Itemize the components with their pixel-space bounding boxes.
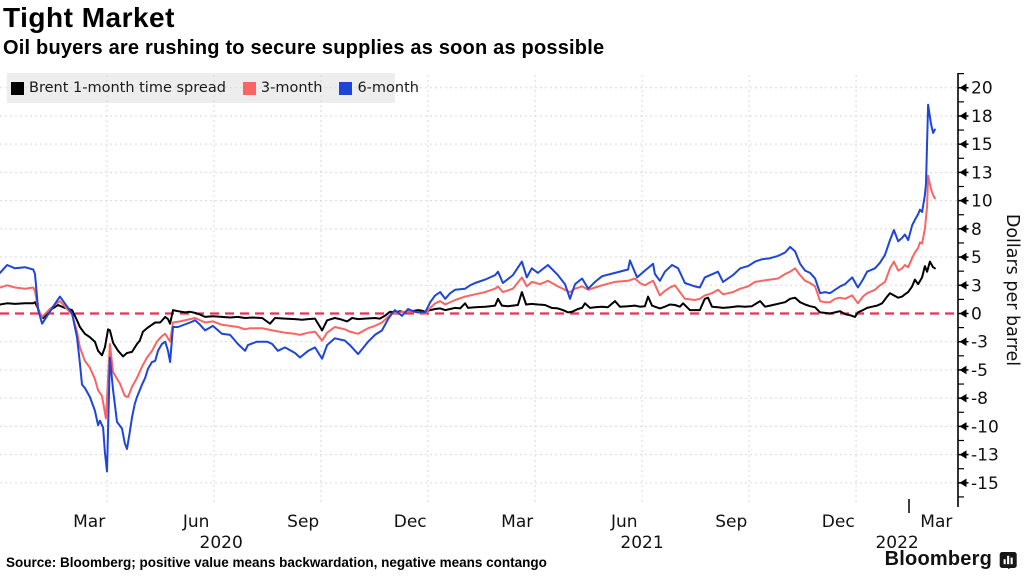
y-axis-tick-label: 5	[971, 248, 982, 268]
series-line-brent-1-month-time-spread	[0, 260, 936, 358]
bloomberg-branding: Bloomberg	[885, 548, 1017, 571]
legend-swatch-1-month	[11, 81, 24, 95]
y-axis-tick-label: 0	[971, 305, 982, 325]
x-axis-month-label: Dec	[394, 512, 427, 532]
x-axis-month-label: Mar	[73, 512, 105, 532]
y-axis-title: Dollars per barrel	[1002, 214, 1022, 366]
y-axis-tick-label: -8	[971, 389, 988, 409]
y-axis-tick-arrow	[959, 196, 967, 205]
x-axis-month-label: Mar	[920, 512, 952, 532]
legend-swatch-6-month	[339, 81, 353, 95]
y-axis-tick-label: -3	[971, 333, 988, 353]
y-axis-tick-arrow	[959, 309, 967, 318]
x-axis-year-label: 2021	[620, 533, 663, 553]
x-axis-month-label: Sep	[287, 512, 319, 532]
y-axis-tick-arrow	[959, 450, 967, 459]
y-axis-tick-label: 3	[971, 276, 982, 296]
y-axis-tick-arrow	[959, 252, 967, 262]
x-axis-month-label: Jun	[182, 512, 210, 532]
legend-label-1-month: Brent 1-month time spread	[29, 80, 226, 96]
y-axis-tick-label: 15	[971, 135, 993, 155]
bloomberg-chart-app-icon	[999, 551, 1017, 569]
y-axis-tick-arrow	[959, 337, 967, 347]
x-axis-month-label: Sep	[715, 512, 747, 532]
y-axis-tick-label: 18	[971, 107, 993, 127]
y-axis-tick-label: -5	[971, 361, 988, 381]
x-axis-month-label: Jun	[610, 512, 638, 532]
x-axis-month-label: Dec	[822, 512, 855, 532]
x-axis-month-label: Mar	[501, 512, 533, 532]
y-axis-tick-arrow	[959, 111, 967, 121]
legend: Brent 1-month time spread 3-month 6-mont…	[7, 73, 419, 103]
legend-label-6-month: 6-month	[357, 80, 419, 96]
series-line-3-month	[0, 174, 936, 420]
y-axis-tick-label: -15	[971, 474, 999, 494]
y-axis-tick-label: -10	[971, 417, 999, 437]
y-axis-tick-arrow	[959, 393, 967, 403]
legend-label-3-month: 3-month	[260, 80, 323, 96]
legend-item-1-month: Brent 1-month time spread	[11, 80, 226, 96]
y-axis-tick-arrow	[959, 139, 967, 149]
y-axis-tick-label: 10	[971, 192, 993, 212]
series-line-6-month	[0, 103, 936, 473]
y-axis-tick-label: 20	[971, 79, 993, 99]
y-axis-tick-arrow	[959, 83, 967, 93]
legend-item-6-month: 6-month	[339, 80, 419, 96]
source-note: Source: Bloomberg; positive value means …	[6, 555, 547, 570]
y-axis-tick-arrow	[959, 168, 967, 177]
legend-swatch-3-month	[242, 81, 256, 95]
x-axis-year-label: 2022	[875, 533, 918, 553]
bloomberg-wordmark: Bloomberg	[884, 548, 992, 570]
y-axis-tick-label: 13	[971, 163, 993, 183]
y-axis-tick-arrow	[959, 422, 967, 431]
page-title: Tight Market	[3, 2, 175, 33]
y-axis-tick-arrow	[959, 478, 967, 488]
y-axis-tick-arrow	[959, 280, 967, 290]
y-axis-tick-arrow	[959, 365, 967, 375]
x-axis-year-label: 2020	[200, 533, 243, 553]
y-axis-tick-arrow	[959, 224, 967, 234]
y-axis-tick-label: -13	[971, 446, 999, 466]
legend-item-3-month: 3-month	[242, 80, 323, 96]
page-subtitle: Oil buyers are rushing to secure supplie…	[3, 37, 605, 59]
y-axis-tick-label: 8	[971, 220, 982, 240]
